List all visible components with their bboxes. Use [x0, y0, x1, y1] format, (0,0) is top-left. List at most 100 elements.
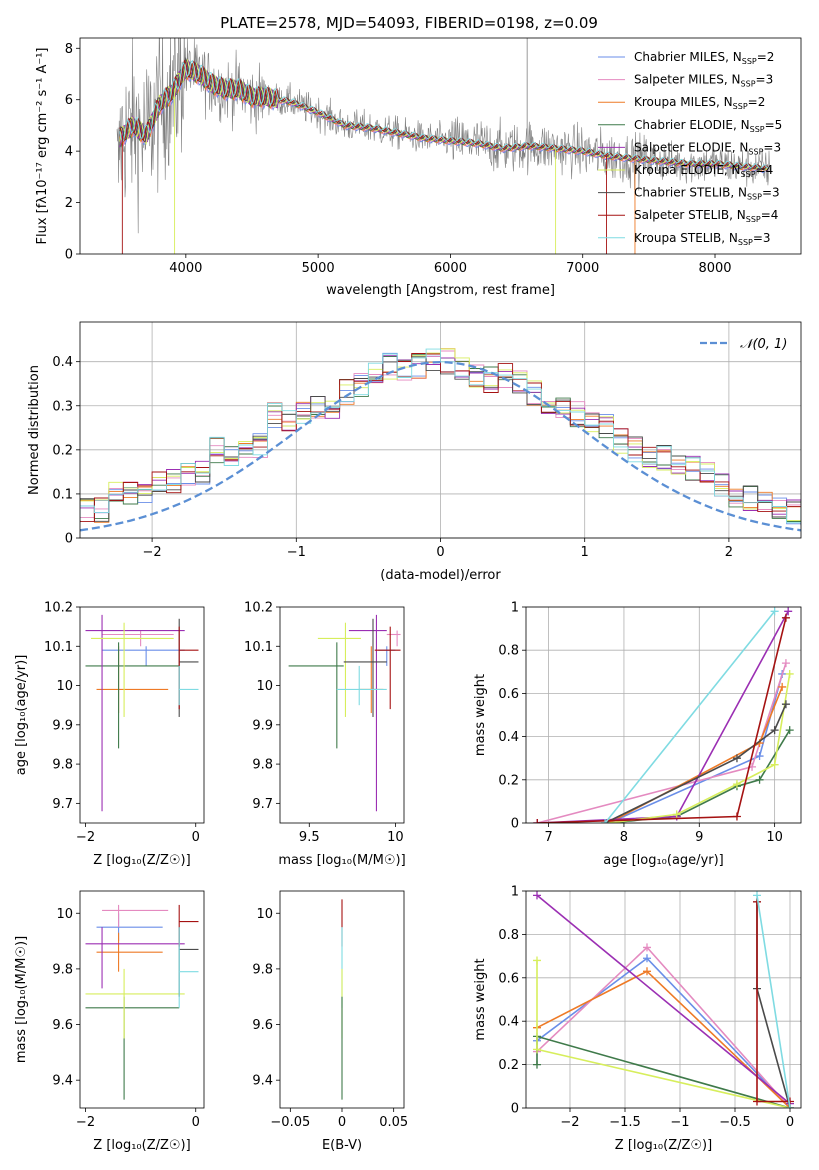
y-axis-label: Flux [fλ10⁻¹⁷ erg cm⁻² s⁻¹ A⁻¹] — [35, 48, 50, 245]
x-axis-label: Z [log₁₀(Z/Z☉)] — [93, 853, 190, 868]
x-tick-label: −0.5 — [719, 1115, 751, 1130]
plot-frame — [79, 321, 802, 539]
x-tick-label: 1 — [581, 545, 589, 560]
model-spectrum — [119, 59, 769, 169]
x-tick-label: −1 — [670, 1115, 689, 1130]
legend-subscript: SSP — [741, 80, 756, 89]
y-tick-label: 8 — [65, 42, 73, 57]
x-tick-label: 10 — [766, 830, 783, 845]
legend-text: Salpeter ELODIE, N — [634, 140, 748, 154]
weight-line — [536, 957, 791, 1108]
x-tick-label: 0 — [192, 1115, 200, 1130]
histogram-step — [80, 348, 801, 524]
legend-tail: =3 — [763, 140, 781, 154]
x-axis-label: wavelength [Angstrom, rest frame] — [326, 283, 555, 298]
x-tick-label: 2 — [725, 545, 733, 560]
weight-marker — [732, 780, 741, 789]
plot-area — [85, 904, 199, 1100]
weight-marker — [533, 1045, 541, 1054]
y-tick-label: 9.6 — [252, 1018, 273, 1033]
y-tick-label: 9.9 — [52, 718, 73, 733]
legend-entry: Kroupa ELODIE, NSSP=4 — [634, 163, 773, 179]
weight-marker — [533, 956, 541, 965]
y-tick-label: 10.1 — [244, 640, 273, 655]
y-tick-label: 10 — [56, 907, 73, 922]
x-tick-label: 7000 — [566, 261, 599, 276]
y-axis-label: mass weight — [473, 958, 488, 1040]
x-tick-label: −0.05 — [270, 1115, 310, 1130]
legend-text: Kroupa MILES, N — [634, 95, 733, 109]
y-tick-label: 10.2 — [244, 601, 273, 616]
legend-entry: Salpeter MILES, NSSP=3 — [634, 73, 773, 89]
x-axis-label: E(B-V) — [322, 1138, 362, 1153]
legend-text: Salpeter MILES, N — [634, 73, 741, 87]
weight-marker — [643, 954, 651, 963]
plot-frame — [79, 606, 205, 824]
y-tick-label: 9.6 — [52, 1018, 73, 1033]
normal-curve — [80, 360, 801, 532]
x-tick-label: −2 — [143, 545, 162, 560]
legend-subscript: SSP — [742, 57, 757, 66]
plot-frame — [79, 37, 802, 255]
y-tick-label: 0.8 — [498, 644, 519, 659]
legend-subscript: SSP — [748, 147, 763, 156]
weight-marker — [785, 669, 794, 678]
plot-frame — [525, 890, 802, 1109]
y-tick-label: 0 — [65, 532, 73, 547]
x-tick-label: 0.05 — [379, 1115, 408, 1130]
legend-entry: 𝒩(0, 1) — [740, 337, 787, 352]
y-tick-label: 0.3 — [52, 399, 73, 414]
x-axis-label: Z [log₁₀(Z/Z☉)] — [615, 1138, 712, 1153]
weight-marker — [770, 726, 779, 735]
x-axis-label: age [log₁₀(age/yr)] — [603, 853, 724, 868]
legend-subscript: SSP — [747, 193, 762, 202]
y-tick-label: 10.2 — [44, 601, 73, 616]
y-tick-label: 4 — [65, 145, 73, 160]
plot-frame — [79, 890, 205, 1109]
legend-tail: =3 — [753, 231, 771, 245]
y-tick-label: 0.2 — [498, 1058, 519, 1073]
x-axis-label: mass [log₁₀(M/M☉)] — [278, 853, 405, 868]
weight-marker — [778, 682, 787, 691]
weight-marker — [781, 613, 790, 622]
weight-marker — [770, 760, 779, 769]
y-tick-label: 2 — [65, 196, 73, 211]
y-tick-label: 0 — [511, 817, 519, 832]
weight-line — [537, 617, 787, 823]
weight-line — [536, 960, 791, 1108]
weight-marker — [643, 967, 651, 976]
plot-area — [533, 891, 794, 1108]
legend-tail: =5 — [765, 118, 783, 132]
legend-text: Kroupa STELIB, N — [634, 231, 738, 245]
y-tick-label: 0.4 — [52, 355, 73, 370]
y-tick-label: 10 — [256, 679, 273, 694]
histogram-step — [80, 354, 801, 522]
weight-marker — [672, 810, 681, 819]
weight-marker — [753, 891, 761, 900]
weight-marker — [755, 775, 764, 784]
model-spectrum — [119, 59, 769, 170]
x-tick-label: 8 — [620, 830, 628, 845]
legend-tail: =2 — [748, 95, 766, 109]
y-tick-label: 0.6 — [498, 687, 519, 702]
x-tick-label: 6000 — [434, 261, 467, 276]
legend-tail: =3 — [762, 186, 780, 200]
plot-frame — [279, 890, 405, 1109]
legend-tail: =3 — [756, 73, 774, 87]
y-axis-label: mass [log₁₀(M/M☉)] — [14, 936, 29, 1063]
x-tick-label: −2 — [76, 1115, 95, 1130]
y-tick-label: 10.1 — [44, 640, 73, 655]
legend-entry: Salpeter ELODIE, NSSP=3 — [634, 140, 781, 156]
legend-subscript: SSP — [750, 125, 765, 134]
weight-line — [756, 895, 791, 1108]
x-tick-label: 10 — [387, 830, 404, 845]
plot-frame — [279, 606, 405, 824]
x-tick-label: 5000 — [302, 261, 335, 276]
weight-line — [536, 894, 791, 1105]
plot-area — [533, 607, 794, 823]
y-tick-label: 0.8 — [498, 928, 519, 943]
y-tick-label: 9.7 — [52, 797, 73, 812]
y-tick-label: 0.1 — [52, 487, 73, 502]
legend-tail: =4 — [761, 208, 779, 222]
weight-marker — [533, 1060, 541, 1069]
